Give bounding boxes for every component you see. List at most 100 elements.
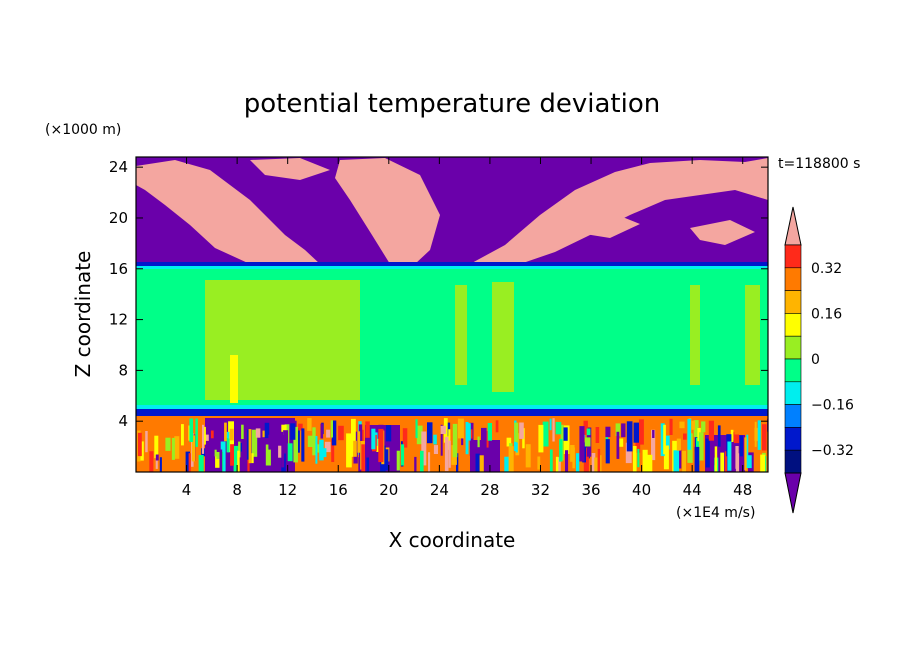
turbulence-streak xyxy=(570,445,575,462)
turbulence-streak xyxy=(233,445,239,472)
turbulence-streak xyxy=(549,449,553,472)
turbulence-streak xyxy=(475,453,480,472)
x-tick-label: 32 xyxy=(531,481,550,499)
turbulence-streak xyxy=(137,432,142,457)
x-tick-label: 24 xyxy=(430,481,449,499)
colorbar-box xyxy=(784,267,802,291)
x-tick-label: 8 xyxy=(232,481,242,499)
turbulence-streak xyxy=(479,455,484,472)
turbulence-streak xyxy=(208,444,213,466)
turbulence-streak xyxy=(293,426,298,463)
colorbar-tick-label: 0 xyxy=(811,352,820,368)
turbulence-streak xyxy=(639,419,644,445)
y-tick-label: 12 xyxy=(109,311,128,329)
turbulence-streak xyxy=(251,453,254,464)
x-axis: 4 8 12 16 20 24 28 32 36 40 44 48 xyxy=(182,157,752,499)
turbulence-streak xyxy=(637,448,640,468)
turbulence-streak xyxy=(525,444,531,468)
turbulence-streak xyxy=(676,438,681,451)
y-axis: 4 8 12 16 20 24 xyxy=(109,158,768,430)
turbulence-streak xyxy=(615,423,621,437)
chart-title: potential temperature deviation xyxy=(244,89,660,119)
turbulence-streak xyxy=(214,449,217,457)
turbulence-streak xyxy=(705,438,710,468)
turbulence-streak xyxy=(358,457,362,472)
turbulence-streak xyxy=(663,445,669,470)
turbulence-streak xyxy=(357,431,361,453)
colorbar-box xyxy=(784,427,802,451)
colorbar-tick-label: 0.16 xyxy=(811,306,842,322)
turbulence-streak xyxy=(746,434,749,457)
y-tick-label: 4 xyxy=(118,412,128,430)
turbulence-streak xyxy=(174,436,180,459)
plot-area xyxy=(136,157,768,472)
turbulence-streak xyxy=(416,425,423,445)
turbulence-streak xyxy=(315,444,321,453)
colorbar-tick-label: −0.32 xyxy=(811,443,854,459)
turbulence-streak xyxy=(563,427,568,441)
turbulence-streak xyxy=(361,444,365,472)
turbulence-streak xyxy=(265,444,271,466)
turbulence-streak xyxy=(691,420,696,430)
colorbar-box xyxy=(784,449,802,474)
turbulence-streak xyxy=(660,423,665,457)
turbulence-streak xyxy=(708,420,714,441)
turbulence-streak xyxy=(155,454,159,461)
turbulence-streak xyxy=(226,438,230,453)
turbulence-streak xyxy=(204,434,209,441)
turbulence-streak xyxy=(735,446,739,469)
turbulence-streak xyxy=(724,451,727,472)
turbulence-streak xyxy=(315,436,318,464)
y-unit-label: (×1000 m) xyxy=(45,122,121,138)
turbulence-streak xyxy=(353,440,357,457)
turbulence-streak xyxy=(733,434,740,444)
band-inversion-cyan xyxy=(136,405,768,409)
turbulence-streak xyxy=(575,453,580,472)
turbulence-streak xyxy=(145,431,148,453)
turbulence-streak xyxy=(632,446,637,472)
turbulence-streak xyxy=(198,455,204,472)
turbulence-streak xyxy=(237,450,240,472)
colorbar-box xyxy=(784,404,802,428)
turbulence-streak xyxy=(229,428,234,441)
turbulence-streak xyxy=(625,442,632,464)
colorbar-box xyxy=(784,335,802,360)
turbulence-streak xyxy=(647,454,653,472)
turbulence-streak xyxy=(331,438,335,462)
turbulence-streak xyxy=(538,424,544,453)
turbulence-streak xyxy=(762,424,767,451)
turbulence-streak xyxy=(466,423,471,441)
turbulence-streak xyxy=(255,428,261,438)
turbulence-streak xyxy=(247,455,250,472)
turbulence-streak xyxy=(440,425,446,434)
turbulence-streak xyxy=(677,449,682,469)
turbulence-streak xyxy=(383,449,389,471)
turbulence-streak xyxy=(281,435,285,468)
turbulence-streak xyxy=(320,423,324,439)
warm-column-3 xyxy=(492,282,514,392)
turbulence-streak xyxy=(621,423,626,438)
turbulence-streak xyxy=(461,433,464,446)
turbulence-streak xyxy=(238,441,241,458)
turbulence-streak xyxy=(583,447,589,472)
turbulence-streak xyxy=(594,457,598,472)
y-tick-label: 8 xyxy=(118,361,128,379)
y-axis-label: Z coordinate xyxy=(71,251,95,378)
x-tick-label: 20 xyxy=(379,481,398,499)
turbulence-streak xyxy=(415,419,418,439)
turbulence-streak xyxy=(351,418,356,452)
turbulence-streak xyxy=(264,422,270,439)
colorbar: 0.32 0.16 0 −0.16 −0.32 xyxy=(784,206,854,514)
turbulence-streak xyxy=(679,421,685,429)
turbulence-streak xyxy=(542,421,549,447)
turbulence-streak xyxy=(665,435,670,450)
turbulence-streak xyxy=(326,429,331,438)
turbulence-streak xyxy=(338,425,344,441)
colorbar-box xyxy=(784,358,802,383)
turbulence-streak xyxy=(457,418,464,439)
turbulence-streak xyxy=(616,431,620,459)
turbulence-streak xyxy=(597,448,601,472)
turbulence-streak xyxy=(371,428,376,450)
turbulence-streak xyxy=(433,434,437,445)
turbulence-streak xyxy=(619,438,624,447)
